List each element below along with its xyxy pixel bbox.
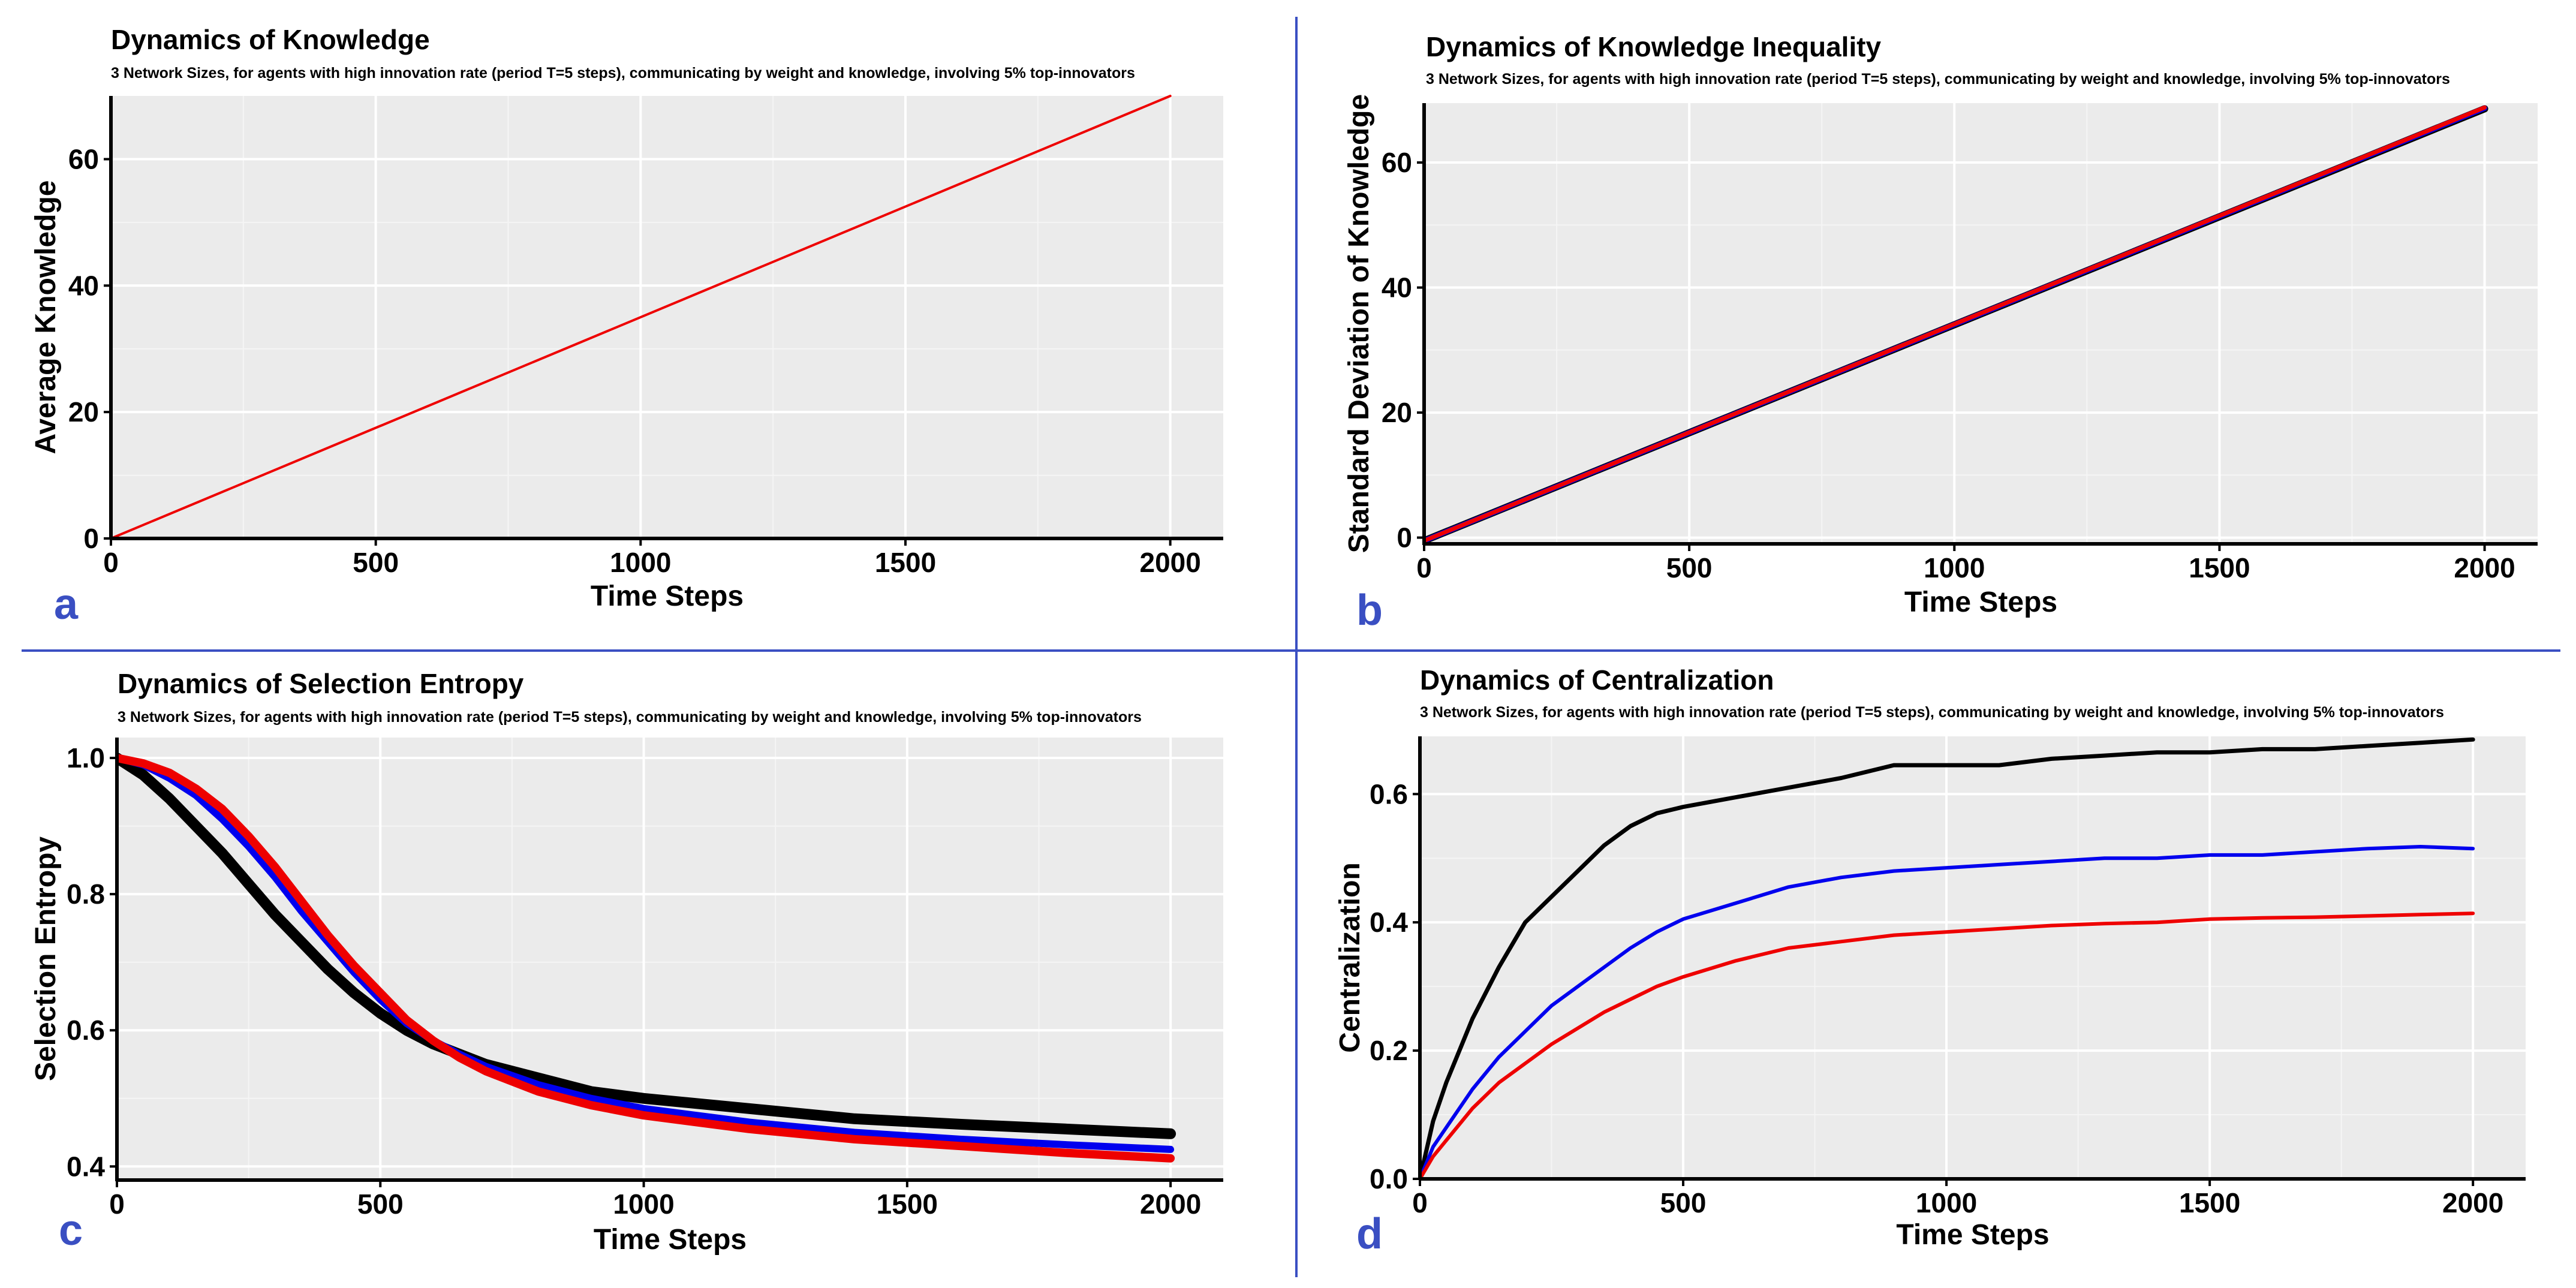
panel-b-y-label: Standard Deviation of Knowledge (1343, 94, 1375, 553)
series-red-line (111, 95, 1172, 538)
x-tick-label: 2000 (1140, 1188, 1201, 1220)
series-red-line (117, 754, 1175, 1163)
panel-c-y-label: Selection Entropy (30, 836, 62, 1081)
series-black-line (117, 753, 1176, 1139)
panel-c-grid (116, 738, 1223, 1180)
series-black-line (1420, 737, 2475, 1179)
panel-c-subtitle: 3 Network Sizes, for agents with high in… (118, 709, 1142, 726)
panel-a-x-label: Time Steps (591, 580, 744, 612)
y-tick-label: 0.4 (67, 1151, 105, 1182)
x-tick-label: 1500 (2189, 552, 2250, 583)
panel-c-title: Dynamics of Selection Entropy (118, 668, 524, 699)
y-tick-label: 60 (1382, 147, 1412, 178)
y-tick-label: 0.6 (1370, 778, 1408, 809)
panel-d-plot-area (1420, 736, 2526, 1179)
panel-a-title: Dynamics of Knowledge (111, 24, 430, 55)
x-tick-label: 1500 (877, 1188, 938, 1220)
panel-d-subtitle: 3 Network Sizes, for agents with high in… (1420, 704, 2444, 721)
panel-a-subtitle: 3 Network Sizes, for agents with high in… (111, 65, 1135, 82)
x-tick-label: 1000 (610, 547, 671, 578)
y-tick-label: 0.8 (67, 878, 105, 910)
x-tick-label: 1500 (2179, 1187, 2240, 1218)
x-tick-label: 1500 (875, 547, 936, 578)
y-tick-label: 20 (1382, 397, 1412, 428)
x-tick-label: 1000 (1916, 1187, 1977, 1218)
panel-b-series (1424, 105, 2488, 544)
x-tick-label: 500 (357, 1188, 404, 1220)
panel-d: Dynamics of Centralization 3 Network Size… (1334, 664, 2526, 1258)
y-tick-label: 0.0 (1370, 1163, 1408, 1194)
panel-a: Dynamics of Knowledge 3 Network Sizes, fo… (30, 24, 1223, 628)
x-tick-label: 0 (103, 547, 119, 578)
panel-a-letter: a (54, 580, 79, 628)
panels: Dynamics of Knowledge 3 Network Sizes, fo… (30, 24, 2538, 1258)
y-tick-label: 1.0 (67, 742, 105, 774)
panel-d-title: Dynamics of Centralization (1420, 664, 1774, 696)
y-tick-label: 40 (1382, 272, 1412, 303)
panel-b-x-label: Time Steps (1904, 586, 2057, 618)
panel-c-x-label: Time Steps (594, 1224, 747, 1256)
x-tick-label: 500 (1660, 1187, 1707, 1218)
x-tick-label: 0 (109, 1188, 125, 1220)
x-tick-label: 1000 (613, 1188, 674, 1220)
y-tick-label: 40 (68, 270, 99, 301)
y-tick-label: 0.2 (1370, 1035, 1408, 1066)
panel-b-subtitle: 3 Network Sizes, for agents with high in… (1426, 71, 2450, 88)
x-tick-label: 2000 (2454, 552, 2515, 583)
y-tick-label: 0.4 (1370, 907, 1408, 938)
y-tick-label: 0 (1397, 522, 1412, 553)
panel-c-series (117, 753, 1176, 1163)
series-blue-line (1420, 845, 2475, 1179)
series-red-line (1420, 911, 2475, 1179)
x-tick-label: 0 (1412, 1187, 1428, 1218)
x-tick-label: 500 (1666, 552, 1713, 583)
y-tick-label: 0.6 (67, 1015, 105, 1046)
panel-b-letter: b (1356, 586, 1383, 634)
panel-b-title: Dynamics of Knowledge Inequality (1426, 31, 1882, 62)
panel-c-letter: c (59, 1206, 83, 1254)
panel-a-plot-area (111, 96, 1223, 538)
panel-b: Dynamics of Knowledge Inequality 3 Networ… (1343, 31, 2538, 634)
panel-d-series (1420, 737, 2475, 1179)
x-tick-label: 2000 (1139, 547, 1200, 578)
series-red-line (1424, 105, 2487, 543)
x-tick-label: 500 (353, 547, 399, 578)
y-tick-label: 20 (68, 396, 99, 428)
panel-b-plot-area (1424, 103, 2538, 544)
panel-a-y-label: Average Knowledge (30, 180, 62, 454)
panel-c: Dynamics of Selection Entropy 3 Network S… (30, 668, 1223, 1256)
y-tick-label: 0 (83, 523, 99, 554)
panel-d-letter: d (1356, 1210, 1383, 1258)
panel-a-series (111, 95, 1172, 538)
x-tick-label: 0 (1416, 552, 1432, 583)
panel-d-y-label: Centralization (1334, 862, 1366, 1052)
panel-d-x-label: Time Steps (1896, 1219, 2049, 1251)
x-tick-label: 2000 (2442, 1187, 2503, 1218)
y-tick-label: 60 (68, 143, 99, 174)
x-tick-label: 1000 (1924, 552, 1985, 583)
